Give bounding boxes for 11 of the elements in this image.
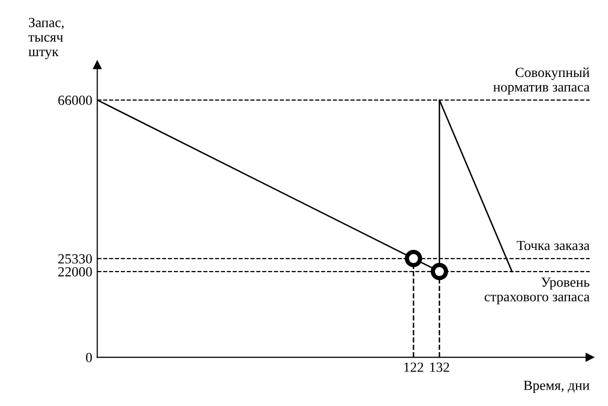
x-axis-title: Время, дни xyxy=(524,380,590,393)
ref-line-label: Совокупный норматив запаса xyxy=(493,67,590,94)
x-tick-label: 132 xyxy=(430,362,450,372)
y-tick-label: 25330 xyxy=(58,254,92,264)
y-tick-label: 0 xyxy=(86,352,92,362)
ref-line-label: Уровень страхового запаса xyxy=(484,278,590,304)
ref-line-label: Точка заказа xyxy=(516,240,590,250)
x-tick-label: 122 xyxy=(404,362,424,372)
y-axis-title: Запас, тысяч штук xyxy=(28,18,64,60)
y-tick-label: 66000 xyxy=(58,96,92,105)
y-tick-label: 22000 xyxy=(58,267,92,276)
